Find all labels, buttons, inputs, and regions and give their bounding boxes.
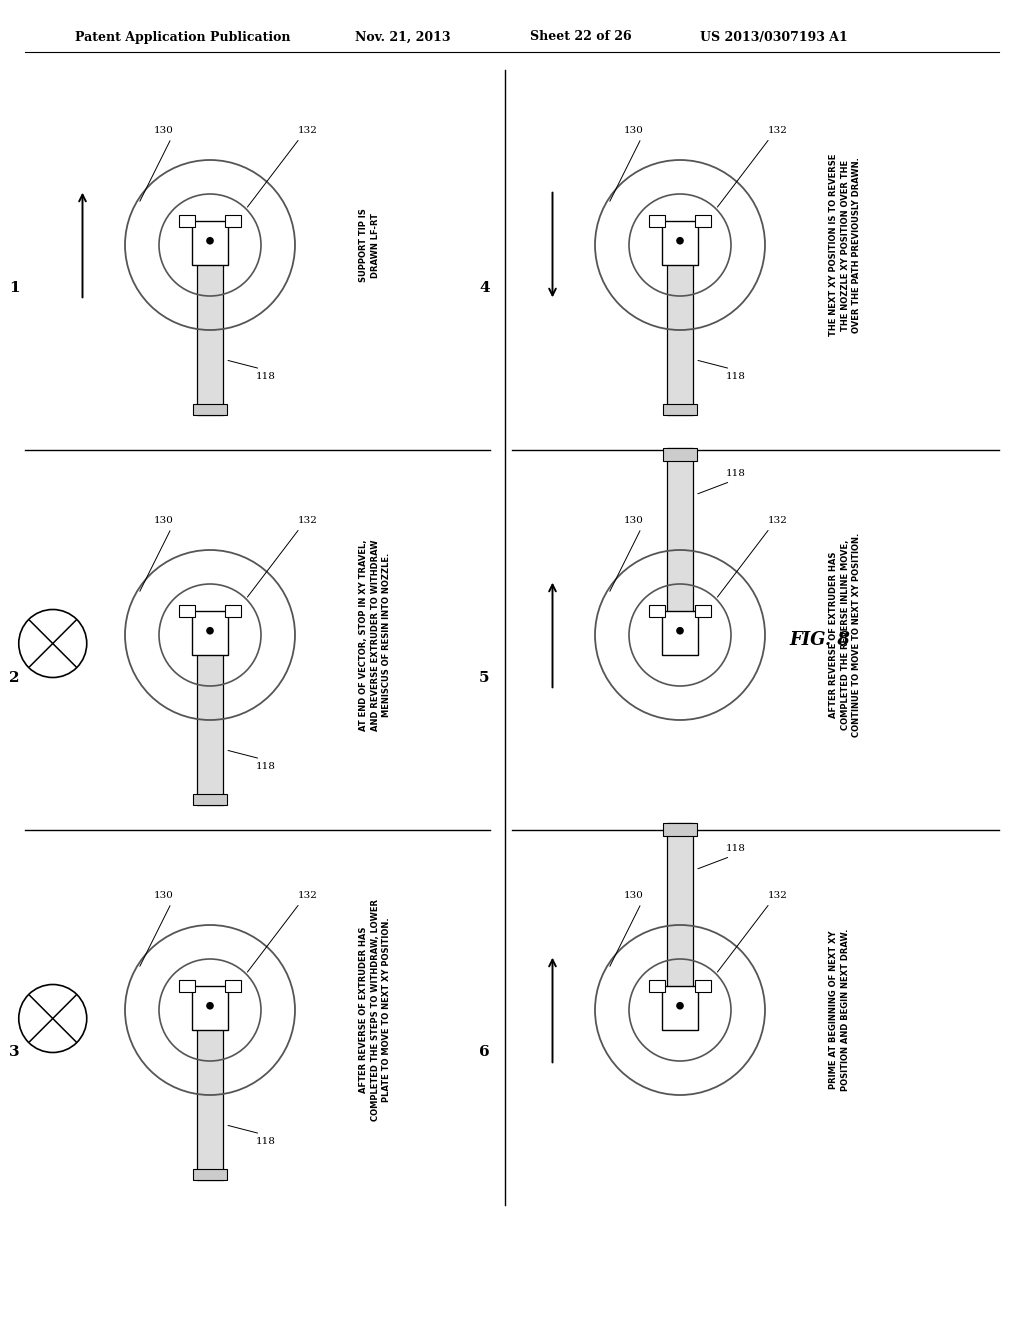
Bar (193, 220, 228, 265)
Text: 118: 118 (725, 372, 745, 381)
Circle shape (676, 1002, 684, 1010)
Text: 6: 6 (479, 1045, 489, 1060)
Bar (225, 979, 241, 991)
Text: 132: 132 (768, 125, 787, 135)
Text: AFTER REVERSE OF EXTRUDER HAS
COMPLETED THE REVERSE INLINE MOVE,
CONTINUE TO MOV: AFTER REVERSE OF EXTRUDER HAS COMPLETED … (828, 533, 861, 737)
Bar (193, 986, 228, 1030)
Bar (663, 220, 697, 265)
Text: 118: 118 (725, 843, 745, 853)
Text: 118: 118 (725, 469, 745, 478)
Text: US 2013/0307193 A1: US 2013/0307193 A1 (700, 30, 848, 44)
Bar (695, 215, 711, 227)
Text: Nov. 21, 2013: Nov. 21, 2013 (355, 30, 451, 44)
Bar (179, 605, 195, 616)
Bar (198, 994, 223, 1180)
Circle shape (676, 627, 684, 635)
Bar (695, 605, 711, 616)
Bar (663, 404, 697, 414)
Text: 4: 4 (479, 281, 489, 294)
Bar (193, 1170, 227, 1180)
Text: 118: 118 (255, 1138, 275, 1146)
Text: THE NEXT XY POSITION IS TO REVERSE
THE NOZZLE XY POSITION OVER THE
OVER THE PATH: THE NEXT XY POSITION IS TO REVERSE THE N… (828, 154, 861, 337)
Bar (668, 447, 693, 651)
Text: 5: 5 (479, 671, 489, 685)
Text: 132: 132 (768, 891, 787, 900)
Text: 132: 132 (298, 516, 317, 525)
Text: 130: 130 (154, 891, 173, 900)
Bar (198, 619, 223, 805)
Text: SUPPORT TIP IS
DRAWN LF-RT: SUPPORT TIP IS DRAWN LF-RT (358, 209, 380, 282)
Text: 132: 132 (768, 516, 787, 525)
Bar (663, 822, 697, 836)
Bar (649, 605, 665, 616)
Bar (668, 230, 693, 414)
Text: 130: 130 (154, 516, 173, 525)
Bar (663, 986, 697, 1030)
Text: PRIME AT BEGINNING OF NEXT XY
POSITION AND BEGIN NEXT DRAW.: PRIME AT BEGINNING OF NEXT XY POSITION A… (828, 929, 850, 1092)
Bar (225, 215, 241, 227)
Bar (193, 611, 228, 655)
Bar (663, 611, 697, 655)
Bar (193, 793, 227, 805)
Text: 3: 3 (9, 1045, 19, 1060)
Text: Sheet 22 of 26: Sheet 22 of 26 (530, 30, 632, 44)
Text: Patent Application Publication: Patent Application Publication (75, 30, 291, 44)
Text: 130: 130 (624, 125, 643, 135)
Bar (193, 404, 227, 414)
Circle shape (206, 236, 214, 244)
Bar (179, 215, 195, 227)
Bar (198, 230, 223, 414)
Text: 118: 118 (255, 762, 275, 771)
Bar (179, 979, 195, 991)
Bar (649, 215, 665, 227)
Bar (668, 822, 693, 1026)
Circle shape (676, 236, 684, 244)
Circle shape (206, 1002, 214, 1010)
Circle shape (206, 627, 214, 635)
Bar (663, 447, 697, 461)
Text: 132: 132 (298, 891, 317, 900)
Text: 132: 132 (298, 125, 317, 135)
Bar (649, 979, 665, 991)
Text: AT END OF VECTOR, STOP IN XY TRAVEL,
AND REVERSE EXTRUDER TO WITHDRAW
MENISCUS O: AT END OF VECTOR, STOP IN XY TRAVEL, AND… (358, 540, 391, 731)
Text: 1: 1 (9, 281, 19, 294)
Text: 2: 2 (9, 671, 19, 685)
Text: 118: 118 (255, 372, 275, 381)
Text: 130: 130 (624, 516, 643, 525)
Bar (225, 605, 241, 616)
Text: AFTER REVERSE OF EXTRUDER HAS
COMPLETED THE STEPS TO WITHDRAW, LOWER
PLATE TO MO: AFTER REVERSE OF EXTRUDER HAS COMPLETED … (358, 899, 391, 1121)
Text: 130: 130 (624, 891, 643, 900)
Text: FIG. 8: FIG. 8 (790, 631, 851, 649)
Text: 130: 130 (154, 125, 173, 135)
Bar (695, 979, 711, 991)
